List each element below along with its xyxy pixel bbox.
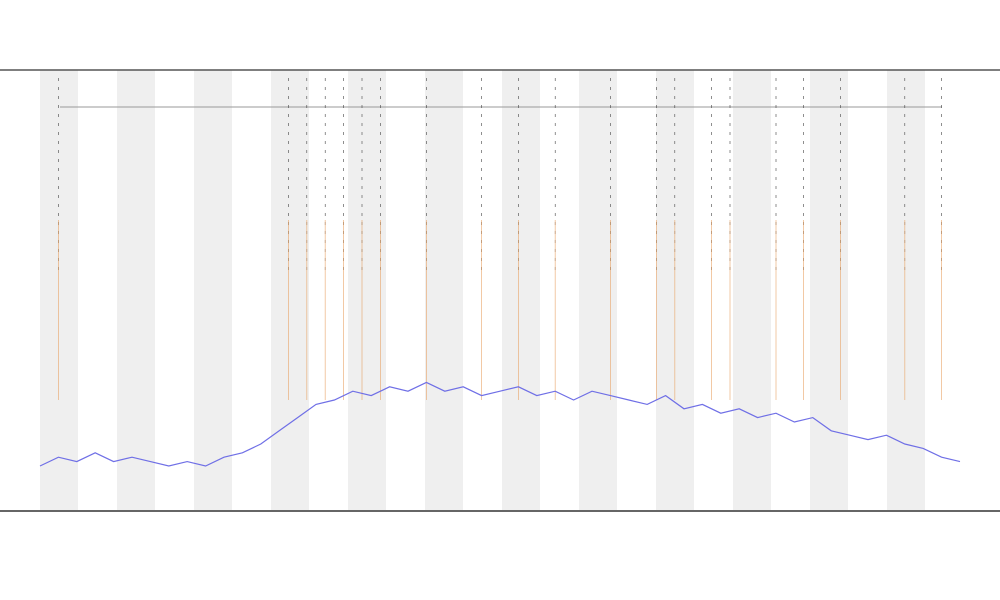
band (425, 70, 463, 510)
band (117, 70, 155, 510)
data-line (39, 381, 961, 467)
band (810, 70, 848, 510)
band (194, 70, 232, 510)
background-bands (40, 70, 925, 510)
band (579, 70, 617, 510)
band (887, 70, 925, 510)
band (271, 70, 309, 510)
band (40, 70, 78, 510)
band (733, 70, 771, 510)
band (502, 70, 540, 510)
band (348, 70, 386, 510)
